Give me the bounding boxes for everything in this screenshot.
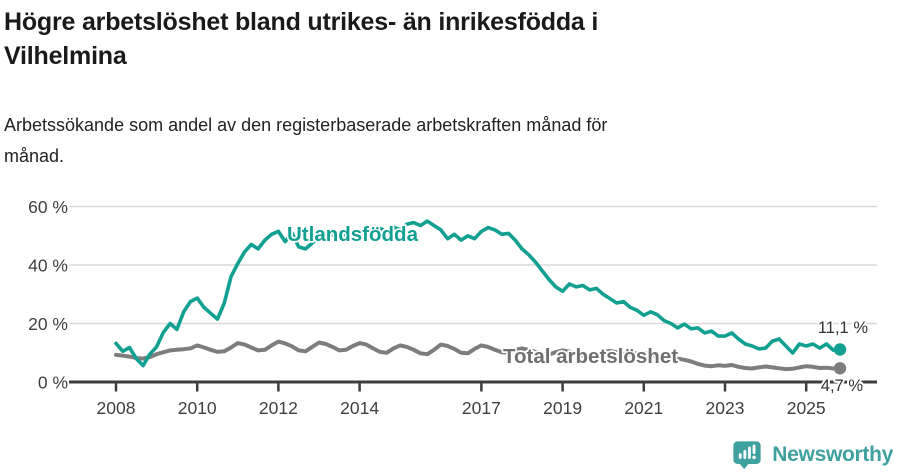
title-line-2: Vilhelmina (4, 42, 127, 70)
x-tick-label: 2021 (624, 398, 663, 418)
line-total-arbetsloshet (114, 339, 842, 372)
end-value-utlandsfodda: 11,1 % (818, 319, 868, 337)
chart-subtitle: Arbetssökande som andel av den registerb… (4, 110, 864, 172)
end-dot-total (833, 362, 847, 375)
subtitle-line-1: Arbetssökande som andel av den registerb… (4, 115, 608, 135)
x-tick-label: 2008 (97, 398, 136, 418)
line-utlandsfodda (114, 219, 842, 368)
newsworthy-logo-icon (733, 441, 761, 470)
x-tick-label: 2017 (462, 398, 501, 418)
series-label-utlandsfodda: Utlandsfödda (287, 223, 419, 246)
end-dot-utlandsfodda (833, 343, 847, 356)
brand-name: Newsworthy (772, 443, 893, 466)
page-title: Högre arbetslöshet bland utrikes- än inr… (4, 5, 884, 73)
x-tick-label: 2010 (178, 398, 217, 418)
x-tick-label: 2012 (259, 398, 298, 418)
x-tick-label: 2014 (340, 398, 379, 418)
subtitle-line-2: månad. (4, 146, 65, 166)
y-tick-label: 0 % (38, 372, 68, 392)
x-tick-label: 2019 (543, 398, 582, 418)
brand-footer: Newsworthy (731, 439, 893, 471)
y-tick-label: 20 % (28, 314, 68, 334)
x-tick-label: 2025 (787, 398, 826, 418)
end-value-total: 4,7 % (821, 377, 864, 395)
series-label-total: Total arbetslöshet (503, 345, 678, 368)
y-tick-label: 60 % (28, 197, 68, 217)
chart-header: Högre arbetslöshet bland utrikes- än inr… (4, 5, 884, 73)
x-tick-label: 2023 (706, 398, 745, 418)
y-tick-label: 40 % (28, 255, 68, 275)
title-line-1: Högre arbetslöshet bland utrikes- än inr… (4, 8, 599, 36)
